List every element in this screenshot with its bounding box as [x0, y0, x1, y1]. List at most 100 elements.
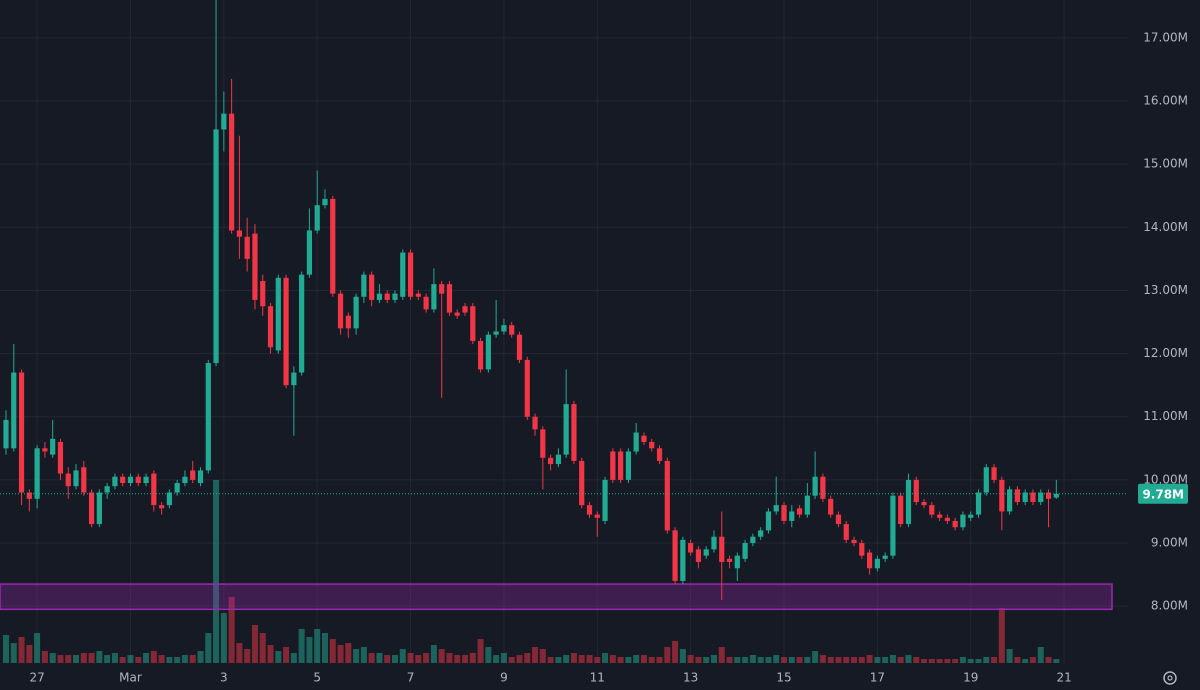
- volume-bar: [749, 655, 756, 663]
- settings-icon[interactable]: [1163, 671, 1177, 685]
- volume-bar: [283, 647, 290, 663]
- volume-bar: [524, 653, 531, 663]
- candle-body: [182, 476, 188, 484]
- gear-inner[interactable]: [1167, 675, 1173, 681]
- y-tick-label: 17.00M: [1143, 30, 1188, 44]
- candle-body: [174, 483, 180, 493]
- zone: [0, 583, 1113, 611]
- candle-body: [11, 372, 17, 449]
- volume-bar: [563, 655, 570, 663]
- volume-bar: [944, 659, 951, 663]
- candle-body: [477, 340, 484, 370]
- x-tick-label: 15: [776, 671, 791, 685]
- volume-bar: [602, 653, 609, 663]
- volume-bar: [244, 649, 251, 663]
- volume-bar: [26, 645, 33, 663]
- candle-body: [828, 498, 834, 515]
- volume-bar: [345, 643, 352, 663]
- candle-body: [345, 315, 351, 329]
- volume-bar: [1053, 659, 1060, 663]
- volume-bar: [640, 655, 647, 663]
- volume-bar: [1045, 657, 1052, 663]
- candle-body: [820, 476, 826, 499]
- candle-body: [602, 479, 608, 521]
- candle-body: [695, 549, 702, 562]
- candle-body: [898, 495, 904, 525]
- candle-body: [493, 331, 499, 335]
- gear-outer[interactable]: [1163, 671, 1177, 685]
- candle-body: [104, 486, 110, 493]
- candle-body: [921, 501, 927, 506]
- candle-body: [586, 505, 593, 515]
- candle-body: [229, 113, 235, 231]
- candle-body: [726, 558, 733, 562]
- volume-bar: [34, 633, 41, 663]
- candle-body: [929, 505, 935, 515]
- candle-body: [330, 198, 336, 294]
- volume-bar: [337, 645, 344, 663]
- volume-bar: [329, 639, 336, 663]
- volume-bar: [197, 651, 204, 663]
- volume-bar: [236, 643, 243, 663]
- candle-body: [221, 113, 227, 130]
- volume-bar: [111, 653, 118, 663]
- candle-body: [711, 536, 717, 550]
- candle-body: [283, 277, 289, 386]
- volume-bar: [936, 659, 943, 663]
- candle-body: [81, 467, 87, 493]
- candle-body: [26, 492, 32, 499]
- y-tick-label: 13.00M: [1143, 283, 1188, 297]
- candle-body: [680, 539, 686, 581]
- candle-body: [937, 514, 943, 518]
- candle-body: [384, 293, 390, 300]
- candle-body: [874, 558, 880, 569]
- volume-bar: [812, 651, 819, 663]
- volume-bar: [726, 657, 733, 663]
- candle-body: [291, 372, 297, 386]
- candle-body: [610, 451, 616, 480]
- candle-body: [252, 233, 258, 300]
- candle-body: [485, 334, 491, 370]
- volume-bar: [983, 657, 990, 663]
- volume-bar: [757, 657, 764, 663]
- candle-body: [859, 543, 865, 556]
- candle-body: [143, 476, 149, 484]
- volume-bar: [10, 643, 17, 663]
- candle-body: [407, 252, 414, 297]
- volume-bar: [672, 641, 679, 663]
- candle-body: [789, 511, 795, 521]
- candle-body: [314, 205, 320, 231]
- candle-body: [197, 470, 204, 484]
- candle-body: [773, 505, 779, 512]
- x-tick-label: 7: [407, 671, 415, 685]
- volume-bar: [928, 659, 935, 663]
- x-tick-label: 19: [963, 671, 978, 685]
- volume-bar: [532, 647, 539, 663]
- volume-bar: [65, 655, 72, 663]
- candle-body: [719, 536, 725, 562]
- candle-body: [267, 306, 274, 348]
- candle-body: [205, 363, 211, 471]
- candle-body: [548, 457, 554, 465]
- volume-bar: [516, 655, 523, 663]
- volume-bar: [796, 657, 803, 663]
- candle-body: [415, 293, 421, 297]
- candle-body: [540, 429, 546, 458]
- x-tick-label: 9: [500, 671, 508, 685]
- candle-body: [454, 312, 460, 316]
- candle-body: [765, 511, 772, 531]
- volume-bar: [866, 655, 873, 663]
- volume-bar: [734, 657, 741, 663]
- volume-bar: [648, 657, 655, 663]
- volume-bar: [423, 653, 430, 663]
- volume-bar: [438, 649, 445, 663]
- candle-body: [843, 524, 849, 540]
- volume-bar: [104, 655, 111, 663]
- volume-bar: [220, 613, 227, 663]
- volume-bar: [827, 657, 834, 663]
- candle-body: [664, 460, 670, 531]
- volume-bar: [213, 480, 220, 663]
- candle-body: [431, 284, 437, 310]
- volume-bar: [259, 633, 266, 663]
- candle-body: [65, 473, 71, 487]
